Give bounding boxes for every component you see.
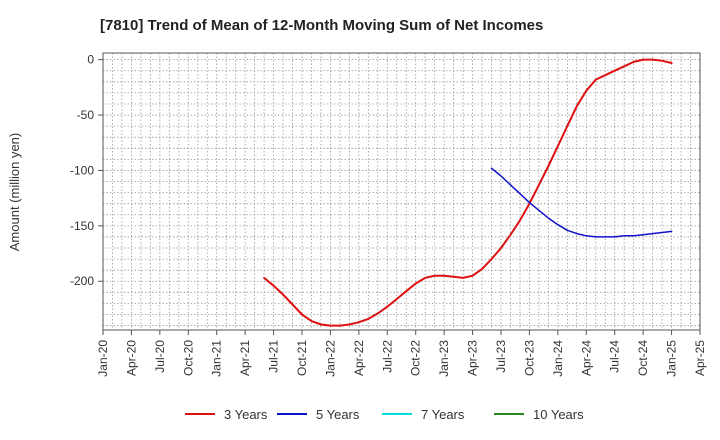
legend: 3 Years 5 Years 7 Years 10 Years (185, 407, 584, 422)
grid (102, 53, 701, 330)
x-tick-label: Jan-23 (437, 340, 451, 377)
y-tick-label: -150 (70, 219, 94, 233)
x-tick-label: Apr-23 (466, 340, 480, 376)
x-tick-label: Apr-22 (352, 340, 366, 376)
y-tick-label: -50 (77, 108, 95, 122)
x-tick-label: Jul-21 (267, 340, 281, 373)
x-tick-label: Jul-22 (380, 340, 394, 373)
legend-label-7-years: 7 Years (421, 407, 465, 422)
legend-label-3-years: 3 Years (224, 407, 268, 422)
x-tick-label: Oct-22 (409, 340, 423, 376)
y-tick-label: 0 (87, 53, 94, 67)
x-tick-label: Jan-25 (665, 340, 679, 377)
x-tick-label: Oct-24 (636, 340, 650, 376)
y-axis-label: Amount (million yen) (7, 133, 22, 252)
x-axis: Jan-20 Apr-20 Jul-20 Oct-20 Jan-21 Apr-21 Jul-… (96, 330, 707, 377)
chart-title: [7810] Trend of Mean of 12-Month Moving … (100, 17, 543, 34)
x-tick-label: Apr-21 (238, 340, 252, 376)
x-tick-label: Apr-24 (579, 340, 593, 376)
x-tick-label: Apr-20 (124, 340, 138, 376)
plot-frame (102, 52, 701, 331)
x-tick-label: Oct-23 (522, 340, 536, 376)
series-lines (263, 58, 673, 327)
y-tick-label: -100 (70, 163, 94, 177)
x-tick-label: Jul-20 (153, 340, 167, 373)
legend-label-10-years: 10 Years (533, 407, 584, 422)
legend-label-5-years: 5 Years (316, 407, 360, 422)
x-tick-label: Jan-24 (551, 340, 565, 377)
series-line-3-years (263, 58, 673, 327)
x-tick-label: Jul-23 (494, 340, 508, 373)
x-tick-label: Oct-20 (181, 340, 195, 376)
y-axis: 0 -50 -100 -150 -200 (70, 53, 103, 288)
x-tick-label: Jan-22 (323, 340, 337, 377)
x-tick-label: Jan-21 (210, 340, 224, 377)
x-tick-label: Jul-24 (608, 340, 622, 373)
x-tick-label: Apr-25 (693, 340, 707, 376)
x-tick-label: Oct-21 (295, 340, 309, 376)
x-tick-label: Jan-20 (96, 340, 110, 377)
y-tick-label: -200 (70, 274, 94, 288)
series-line-5-years (490, 167, 673, 238)
